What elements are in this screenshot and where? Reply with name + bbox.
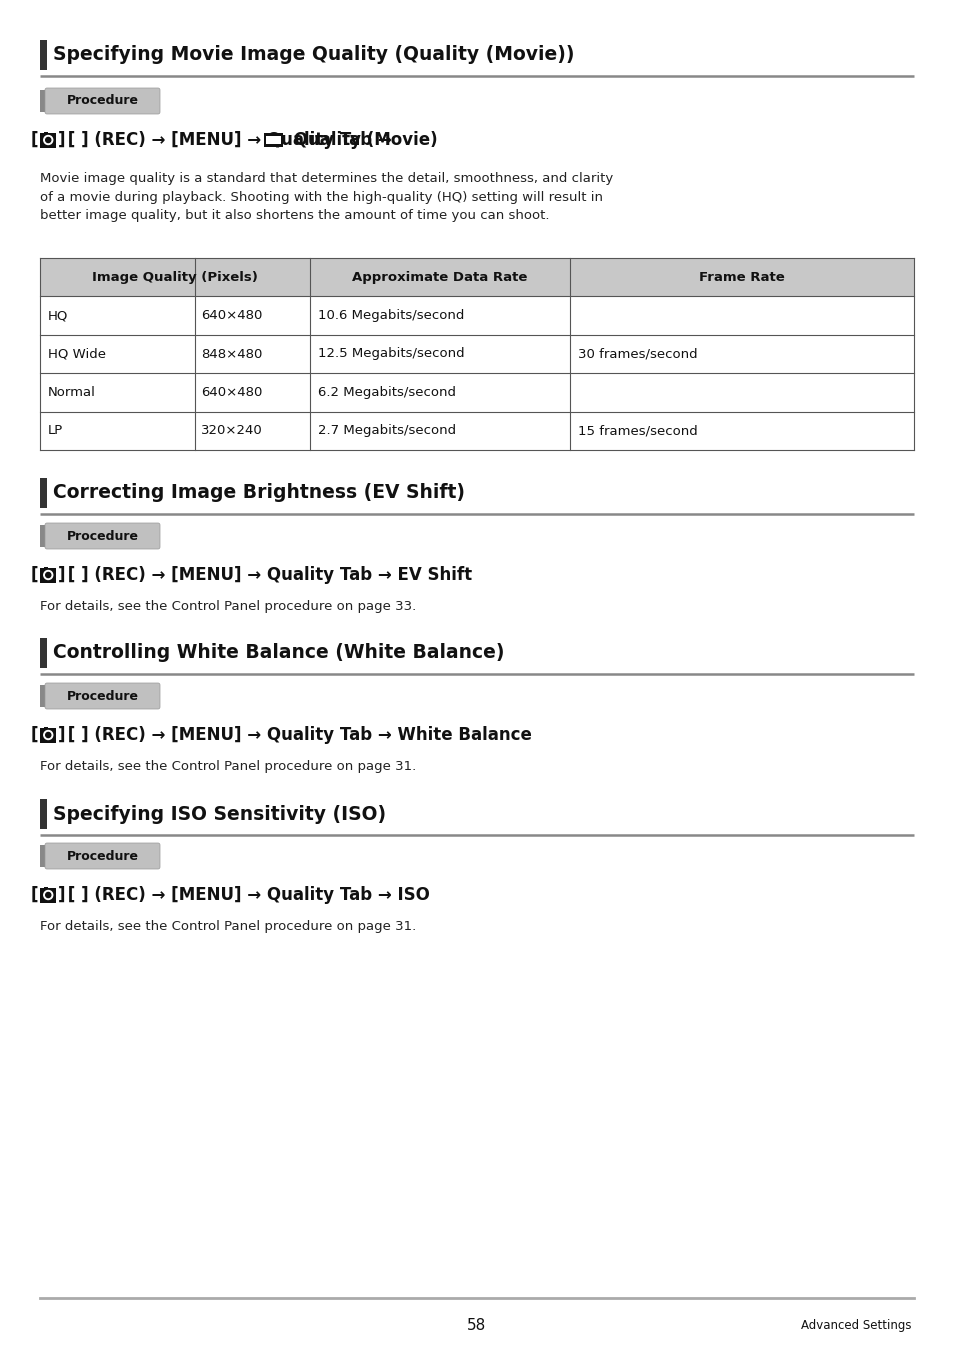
Text: [: [ — [30, 886, 38, 904]
Bar — [264, 133, 283, 147]
Circle shape — [44, 730, 52, 740]
Text: For details, see the Control Panel procedure on page 33.: For details, see the Control Panel proce… — [40, 600, 416, 613]
Text: 10.6 Megabits/second: 10.6 Megabits/second — [317, 309, 464, 322]
Text: Specifying Movie Image Quality (Quality (Movie)): Specifying Movie Image Quality (Quality … — [53, 46, 574, 65]
Bar — [40, 887, 56, 902]
Text: Procedure: Procedure — [67, 95, 138, 107]
Text: Controlling White Balance (White Balance): Controlling White Balance (White Balance… — [53, 643, 504, 662]
Text: [ ] (REC) → [MENU] → Quality Tab → EV Shift: [ ] (REC) → [MENU] → Quality Tab → EV Sh… — [62, 566, 472, 584]
Bar — [45, 132, 49, 133]
Circle shape — [46, 893, 51, 897]
Text: 12.5 Megabits/second: 12.5 Megabits/second — [317, 347, 464, 361]
Circle shape — [46, 573, 51, 578]
Text: ]: ] — [58, 726, 66, 744]
Bar — [40, 39, 47, 71]
Text: For details, see the Control Panel procedure on page 31.: For details, see the Control Panel proce… — [40, 920, 416, 934]
Circle shape — [44, 890, 52, 900]
Text: 15 frames/second: 15 frames/second — [578, 425, 697, 437]
Text: 58: 58 — [467, 1318, 486, 1333]
Text: Specifying ISO Sensitivity (ISO): Specifying ISO Sensitivity (ISO) — [53, 805, 386, 824]
Text: ]: ] — [58, 132, 66, 149]
Text: [ ] (REC) → [MENU] → Quality Tab → ISO: [ ] (REC) → [MENU] → Quality Tab → ISO — [62, 886, 430, 904]
Text: Quality (Movie): Quality (Movie) — [288, 132, 437, 149]
Bar — [40, 478, 47, 508]
Text: For details, see the Control Panel procedure on page 31.: For details, see the Control Panel proce… — [40, 760, 416, 773]
Circle shape — [44, 570, 52, 579]
Bar — [40, 638, 47, 668]
Circle shape — [46, 733, 51, 738]
Text: Correcting Image Brightness (EV Shift): Correcting Image Brightness (EV Shift) — [53, 483, 464, 502]
Text: [: [ — [30, 132, 38, 149]
Text: 320×240: 320×240 — [201, 425, 262, 437]
Circle shape — [44, 136, 52, 144]
Text: Procedure: Procedure — [67, 689, 138, 703]
Text: Normal: Normal — [48, 385, 95, 399]
Text: HQ: HQ — [48, 309, 69, 322]
Text: Approximate Data Rate: Approximate Data Rate — [352, 270, 527, 284]
Bar — [40, 525, 47, 547]
Text: 848×480: 848×480 — [201, 347, 262, 361]
Text: Procedure: Procedure — [67, 849, 138, 863]
Text: [ ] (REC) → [MENU] → Quality Tab → White Balance: [ ] (REC) → [MENU] → Quality Tab → White… — [62, 726, 532, 744]
Text: Movie image quality is a standard that determines the detail, smoothness, and cl: Movie image quality is a standard that d… — [40, 172, 613, 223]
Text: HQ Wide: HQ Wide — [48, 347, 106, 361]
FancyBboxPatch shape — [45, 843, 160, 868]
Bar — [40, 133, 56, 148]
Text: 2.7 Megabits/second: 2.7 Megabits/second — [317, 425, 456, 437]
Text: Procedure: Procedure — [67, 529, 138, 543]
Bar — [40, 845, 47, 867]
Bar — [40, 90, 47, 113]
Text: Frame Rate: Frame Rate — [699, 270, 784, 284]
Bar — [45, 886, 49, 889]
Text: 640×480: 640×480 — [201, 309, 262, 322]
Text: [: [ — [30, 566, 38, 584]
Bar — [45, 727, 49, 729]
Text: LP: LP — [48, 425, 63, 437]
Text: 640×480: 640×480 — [201, 385, 262, 399]
Bar — [40, 258, 913, 296]
Bar — [40, 685, 47, 707]
Bar — [266, 136, 280, 144]
Bar — [40, 727, 56, 742]
Text: ]: ] — [58, 566, 66, 584]
Text: 30 frames/second: 30 frames/second — [578, 347, 697, 361]
Text: Image Quality (Pixels): Image Quality (Pixels) — [92, 270, 257, 284]
Circle shape — [46, 137, 51, 142]
Bar — [40, 799, 47, 829]
Text: Advanced Settings: Advanced Settings — [801, 1319, 911, 1331]
Text: ]: ] — [58, 886, 66, 904]
FancyBboxPatch shape — [45, 88, 160, 114]
FancyBboxPatch shape — [45, 683, 160, 708]
FancyBboxPatch shape — [45, 522, 160, 550]
Bar — [45, 567, 49, 569]
Text: 6.2 Megabits/second: 6.2 Megabits/second — [317, 385, 456, 399]
Text: [ ] (REC) → [MENU] → Quality Tab →: [ ] (REC) → [MENU] → Quality Tab → — [62, 132, 403, 149]
Bar — [40, 567, 56, 582]
Text: [: [ — [30, 726, 38, 744]
